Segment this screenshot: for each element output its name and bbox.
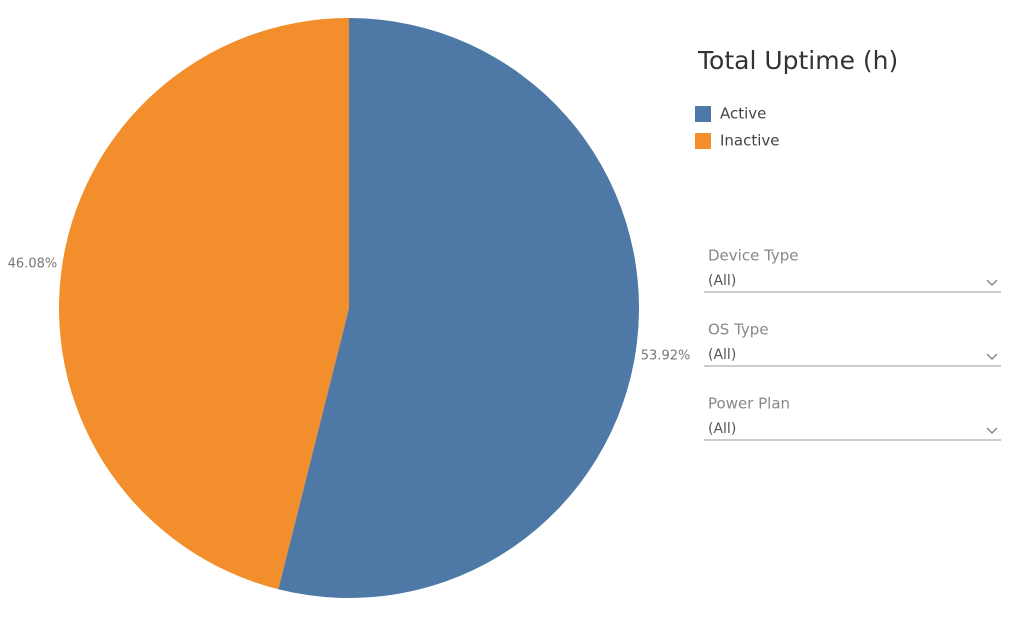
filter-dropdown[interactable] xyxy=(704,268,1001,292)
filter-value: (All) xyxy=(708,421,736,437)
filter-value: (All) xyxy=(708,273,736,289)
pie-slice xyxy=(59,18,349,590)
legend-swatch xyxy=(695,106,711,122)
filter-dropdown[interactable] xyxy=(704,342,1001,366)
filter-label: Device Type xyxy=(708,247,799,265)
dropdown-chevron xyxy=(986,353,998,361)
legend-label: Inactive xyxy=(720,132,780,150)
dropdown-chevron xyxy=(986,427,998,435)
legend-swatch xyxy=(695,133,711,149)
filter-label: Power Plan xyxy=(708,395,790,413)
data-label: 46.08% xyxy=(8,256,58,271)
pie-slice xyxy=(278,18,639,598)
filter-dropdown[interactable] xyxy=(704,416,1001,440)
legend-label: Active xyxy=(720,105,766,123)
filter-label: OS Type xyxy=(708,321,769,339)
dropdown-chevron xyxy=(986,279,998,287)
filter-value: (All) xyxy=(708,347,736,363)
legend-title: Total Uptime (h) xyxy=(697,46,898,75)
data-label: 53.92% xyxy=(641,349,691,364)
